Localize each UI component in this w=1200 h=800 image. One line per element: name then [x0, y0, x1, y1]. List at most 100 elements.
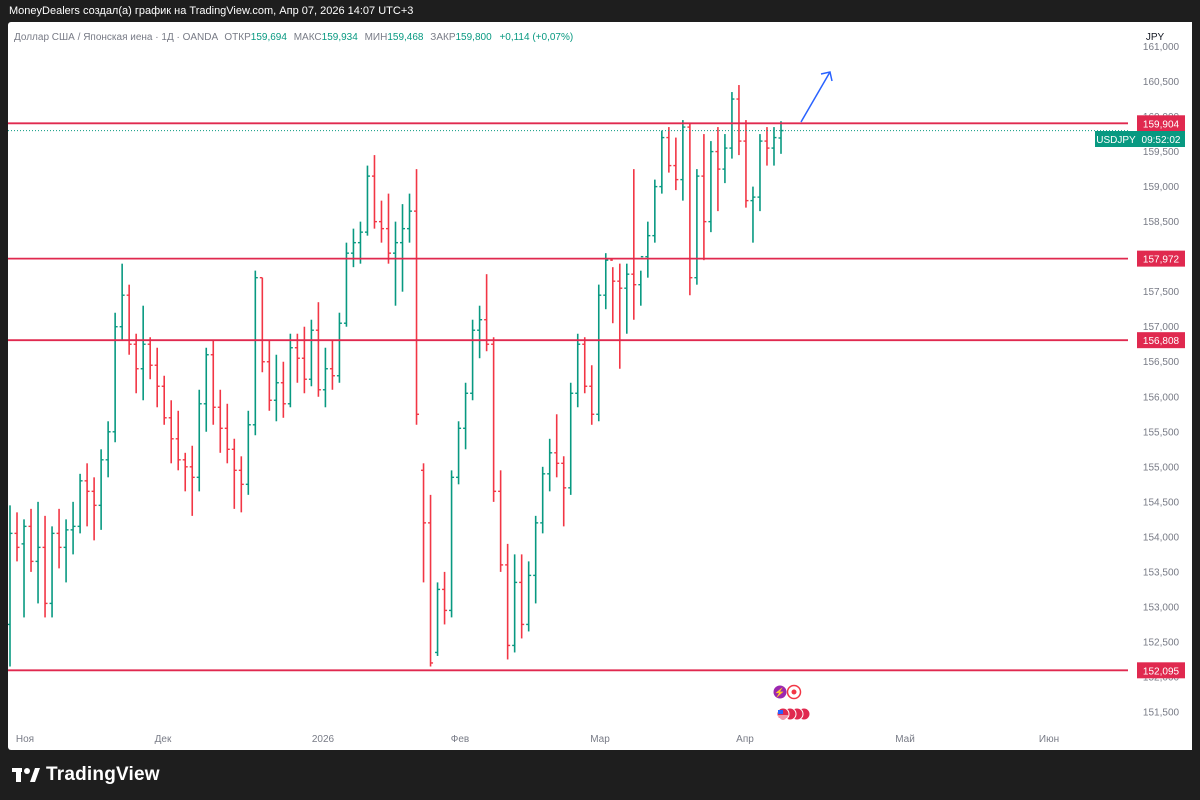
price-tick-label: 153,000 — [1143, 602, 1180, 613]
ohlc-bar — [771, 127, 777, 166]
ohlc-bar — [91, 477, 97, 541]
chart-panel[interactable]: Доллар США / Японская иена · 1Д · OANDA … — [7, 22, 1192, 750]
ohlc-bar — [357, 221, 363, 264]
ohlc-bar — [63, 519, 69, 583]
ohlc-bar — [624, 263, 630, 334]
ohlc-bar — [554, 414, 560, 478]
ohlc-bar — [603, 253, 609, 310]
ohlc-bar — [252, 270, 258, 436]
ohlc-bar — [287, 333, 293, 408]
price-bars — [7, 85, 784, 667]
time-tick-label: Ноя — [16, 734, 34, 745]
ohlc-bar — [442, 571, 448, 625]
price-tick-label: 160,500 — [1143, 77, 1180, 88]
level-badge-bg — [1137, 250, 1185, 267]
ohlc-bar — [70, 501, 76, 555]
ohlc-bar — [610, 259, 616, 324]
level-badges: 159,904 157,972 156,808 152,095 — [1137, 115, 1185, 679]
ohlc-bar — [105, 421, 111, 478]
ohlc-bar — [175, 410, 181, 471]
ohlc-bar — [736, 85, 742, 156]
ohlc-bar — [407, 193, 413, 243]
ohlc-bar — [84, 463, 90, 527]
ohlc-bar — [533, 515, 539, 604]
ohlc-bar — [512, 554, 518, 653]
ohlc-bar — [210, 340, 216, 425]
ohlc-bar — [715, 127, 721, 212]
ohlc-bar — [21, 519, 27, 618]
ohlc-bar — [336, 312, 342, 383]
legend-open-label: ОТКР — [224, 32, 251, 43]
ohlc-bar — [203, 347, 209, 432]
ohlc-bar — [680, 120, 686, 201]
chart-caption: MoneyDealers создал(а) график на Trading… — [9, 5, 414, 17]
ohlc-bar — [659, 130, 665, 194]
price-tick-label: 151,500 — [1143, 707, 1180, 718]
time-tick-label: Дек — [155, 734, 172, 745]
svg-text:Доллар США / Японская иена · 1: Доллар США / Японская иена · 1Д · OANDA … — [14, 32, 573, 43]
level-badge-bg — [1137, 662, 1185, 679]
price-tick-label: 152,500 — [1143, 637, 1180, 648]
ohlc-bar — [56, 508, 62, 569]
level-badge-label: 156,808 — [1143, 336, 1180, 347]
legend-close-label: ЗАКР — [430, 32, 456, 43]
ohlc-bar — [428, 494, 434, 667]
ohlc-bar — [449, 470, 455, 618]
level-lines[interactable] — [8, 122, 1128, 672]
legend-high-label: МАКС — [294, 32, 322, 43]
ohlc-bar — [575, 333, 581, 408]
legend-open: 159,694 — [251, 32, 288, 43]
dividend-event-dot — [791, 689, 797, 695]
ohlc-bar — [294, 333, 300, 383]
ohlc-bar — [484, 274, 490, 352]
price-tick-label: 154,500 — [1143, 497, 1180, 508]
ohlc-bar — [329, 340, 335, 390]
footer-bar: TradingView — [0, 750, 1200, 800]
ohlc-bar — [154, 347, 160, 408]
ohlc-bar — [7, 505, 13, 667]
price-scale[interactable]: JPY 161,000160,500160,000159,500159,0001… — [1095, 22, 1192, 750]
ohlc-bar — [400, 204, 406, 292]
tradingview-logo[interactable]: TradingView — [12, 762, 160, 788]
ohlc-bar — [687, 123, 693, 296]
ohlc-bar — [119, 263, 125, 341]
ohlc-bar — [49, 526, 55, 618]
ohlc-bar — [764, 127, 770, 166]
price-tick-label: 155,500 — [1143, 427, 1180, 438]
ohlc-bar — [301, 326, 307, 394]
time-tick-label: Май — [895, 734, 915, 745]
ohlc-bar — [28, 508, 34, 572]
ohlc-bar — [561, 456, 567, 527]
legend-high: 159,934 — [322, 32, 359, 43]
trend-arrow[interactable] — [800, 71, 833, 123]
price-tick-label: 157,000 — [1143, 322, 1180, 333]
ohlc-bar — [133, 333, 139, 394]
ohlc-bar — [259, 276, 265, 373]
ohlc-bar — [364, 165, 370, 236]
ohlc-bar — [666, 127, 672, 173]
ohlc-bar — [722, 134, 728, 184]
us-flag-events-icon[interactable] — [776, 707, 811, 721]
ohlc-bar — [568, 382, 574, 495]
legend-change: +0,114 (+0,07%) — [499, 32, 573, 43]
time-tick-labels: Ноя Дек 2026 Фев Мар Апр Май Июн — [16, 734, 1059, 745]
ohlc-bar — [498, 470, 504, 572]
ohlc-bar — [238, 456, 244, 513]
ohlc-bar — [435, 582, 441, 656]
event-markers[interactable]: ⚡ — [773, 684, 811, 721]
time-scale[interactable]: Ноя Дек 2026 Фев Мар Апр Май Июн — [16, 734, 1059, 745]
ohlc-bar — [245, 410, 251, 495]
ohlc-bar — [519, 554, 525, 639]
ohlc-bar — [540, 466, 546, 534]
price-chart[interactable]: Доллар США / Японская иена · 1Д · OANDA … — [7, 22, 1192, 750]
ohlc-bar — [98, 449, 104, 530]
ohlc-bar — [582, 337, 588, 394]
ohlc-bar — [596, 284, 602, 422]
price-tick-label: 156,500 — [1143, 357, 1180, 368]
level-badge-label: 159,904 — [1143, 119, 1180, 130]
ohlc-bar — [393, 221, 398, 306]
legend-low: 159,468 — [387, 32, 424, 43]
ohlc-bar — [182, 452, 188, 492]
ohlc-bar — [231, 438, 237, 509]
ohlc-bar — [350, 228, 356, 268]
